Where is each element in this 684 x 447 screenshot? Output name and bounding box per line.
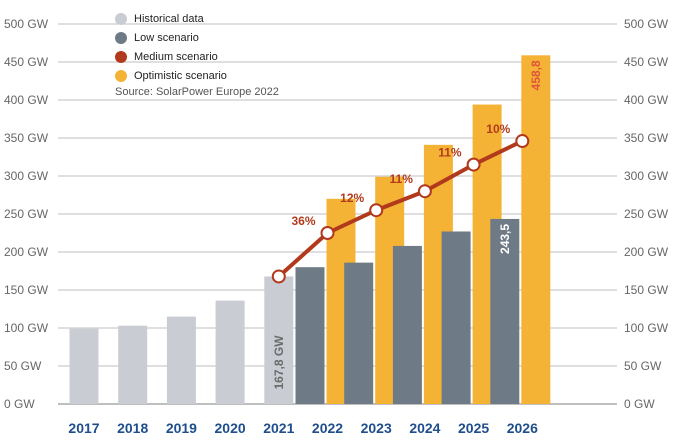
y-tick-label-left: 0 GW [4, 397, 35, 411]
y-tick-label-right: 150 GW [624, 283, 669, 297]
x-tick-label: 2022 [312, 420, 343, 436]
optimistic-swatch-icon [115, 69, 127, 82]
bar-historical [118, 325, 148, 404]
x-tick-label: 2025 [458, 420, 489, 436]
medium-marker [271, 269, 286, 284]
x-tick-label: 2018 [117, 420, 148, 436]
bar-historical [264, 276, 294, 404]
growth-label: 36% [291, 214, 315, 228]
y-tick-label-right: 500 GW [624, 17, 669, 31]
x-tick-label: 2026 [507, 420, 538, 436]
y-tick-label-right: 400 GW [624, 93, 669, 107]
medium-swatch-icon [115, 50, 127, 63]
medium-marker [515, 134, 530, 149]
medium-marker [320, 226, 335, 240]
data-label-low: 243,5 [498, 224, 512, 254]
y-tick-label-right: 100 GW [624, 321, 669, 335]
y-tick-label-left: 150 GW [4, 283, 49, 297]
y-tick-label-right: 0 GW [624, 397, 655, 411]
medium-line [277, 139, 524, 278]
historical-swatch-icon [115, 12, 127, 25]
legend-label-historical: Historical data [134, 12, 204, 25]
legend-item-historical: Historical data [115, 9, 279, 28]
legend-label-low: Low scenario [134, 31, 199, 44]
medium-marker [369, 203, 384, 218]
bar-low [441, 231, 471, 404]
y-tick-label-right: 300 GW [624, 169, 669, 183]
bar-low [392, 245, 422, 404]
y-tick-label-left: 250 GW [4, 207, 49, 221]
y-tick-label-left: 400 GW [4, 93, 49, 107]
legend: Historical data Low scenario Medium scen… [115, 9, 279, 98]
bar-historical [69, 328, 99, 404]
labels: 0 GW 0 GW 50 GW 50 GW 100 GW 100 GW 150 GW 150 … [4, 17, 669, 436]
y-tick-label-left: 200 GW [4, 245, 49, 259]
x-tick-label: 2021 [263, 420, 294, 436]
y-tick-label-left: 500 GW [4, 17, 49, 31]
y-tick-label-left: 450 GW [4, 55, 49, 69]
bar-historical [215, 300, 245, 404]
low-swatch-icon [115, 31, 127, 44]
x-tick-label: 2019 [166, 420, 197, 436]
y-tick-label-left: 350 GW [4, 131, 49, 145]
growth-label: 10% [486, 122, 510, 136]
medium-marker [466, 157, 481, 172]
medium-marker [417, 184, 432, 199]
legend-item-low: Low scenario [115, 28, 279, 47]
y-tick-label-left: 100 GW [4, 321, 49, 335]
y-tick-label-right: 50 GW [624, 359, 662, 373]
growth-label: 11% [390, 172, 414, 186]
bars [69, 55, 551, 404]
legend-item-medium: Medium scenario [115, 47, 279, 66]
data-label-historical: 167,8 GW [272, 335, 286, 390]
data-label-optimistic: 458,8 [529, 60, 543, 90]
x-tick-label: 2024 [409, 420, 440, 436]
growth-label: 12% [340, 191, 364, 205]
bar-optimistic [521, 55, 551, 404]
y-tick-label-right: 350 GW [624, 131, 669, 145]
legend-label-optimistic: Optimistic scenario [134, 69, 227, 82]
y-tick-label-right: 200 GW [624, 245, 669, 259]
y-tick-label-right: 250 GW [624, 207, 669, 221]
medium-scenario-line [271, 134, 530, 284]
y-tick-label-left: 300 GW [4, 169, 49, 183]
bar-low [490, 218, 520, 404]
x-tick-label: 2017 [68, 420, 99, 436]
bar-low [295, 267, 325, 404]
bar-historical [166, 316, 196, 404]
y-tick-label-right: 450 GW [624, 55, 669, 69]
source-note: Source: SolarPower Europe 2022 [115, 86, 279, 98]
legend-item-optimistic: Optimistic scenario [115, 66, 279, 85]
x-tick-label: 2023 [361, 420, 392, 436]
y-tick-label-left: 50 GW [4, 359, 42, 373]
bar-low [344, 262, 374, 404]
growth-label: 11% [438, 146, 462, 160]
legend-label-medium: Medium scenario [134, 50, 218, 63]
x-tick-label: 2020 [215, 420, 246, 436]
